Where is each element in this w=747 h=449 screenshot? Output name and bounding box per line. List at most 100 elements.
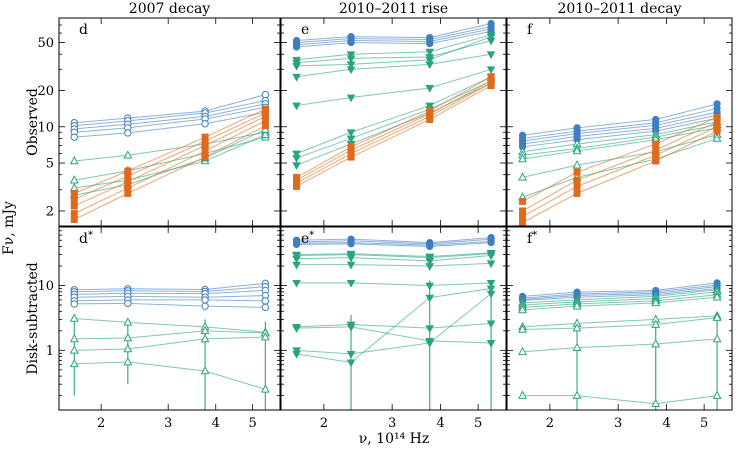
series-line-green xyxy=(296,53,492,78)
series-line-green xyxy=(296,76,492,154)
data-point-marker xyxy=(201,153,209,161)
series-line-blue xyxy=(296,30,492,48)
data-point-marker xyxy=(519,219,527,226)
data-point-marker xyxy=(425,85,435,93)
data-point-marker xyxy=(346,129,356,138)
data-point-marker xyxy=(425,263,435,271)
series-line-blue xyxy=(296,26,492,44)
data-point-marker xyxy=(70,189,78,197)
data-point-marker xyxy=(69,313,79,322)
series-line-orange xyxy=(296,80,492,181)
series-line-blue xyxy=(74,103,266,130)
data-point-marker xyxy=(261,90,270,99)
data-point-marker xyxy=(572,323,582,332)
series-line-blue xyxy=(74,302,266,308)
data-point-marker xyxy=(426,242,434,251)
data-point-marker xyxy=(652,157,660,165)
series-line-orange xyxy=(522,116,718,202)
panel-title: 2010–2011 decay xyxy=(557,1,681,17)
series-line-green xyxy=(522,296,718,311)
series-line-green xyxy=(522,289,718,304)
series-line-orange xyxy=(522,126,718,217)
series-line-orange xyxy=(74,112,266,200)
data-point-marker xyxy=(713,127,721,135)
data-point-marker xyxy=(572,342,582,351)
data-point-marker xyxy=(425,257,435,266)
panel-label: e xyxy=(301,22,309,38)
panel-f: 2010–2011 decay f xyxy=(506,1,733,227)
data-point-marker xyxy=(346,359,356,368)
data-point-marker xyxy=(260,384,270,393)
data-point-marker xyxy=(69,358,79,368)
series-line-blue xyxy=(522,287,718,301)
data-point-marker xyxy=(426,40,434,48)
series-line-orange xyxy=(522,121,718,212)
y-tick-label: 20 xyxy=(37,84,54,99)
series-line-blue xyxy=(74,111,266,138)
data-point-marker xyxy=(518,390,527,399)
data-point-marker xyxy=(70,195,78,203)
data-point-marker xyxy=(292,43,301,51)
series-line-blue xyxy=(74,289,266,295)
series-line-green xyxy=(296,68,492,107)
data-point-marker xyxy=(346,55,356,64)
x-axis-label: ν, 10¹⁴ Hz xyxy=(359,431,430,447)
panel-label: f xyxy=(527,22,534,38)
series-line-blue xyxy=(74,295,266,298)
data-point-marker xyxy=(712,133,722,142)
panel-label: d xyxy=(79,22,88,38)
data-point-marker xyxy=(201,302,209,310)
data-point-marker xyxy=(346,261,356,270)
series-line-green xyxy=(296,287,492,363)
x-tick-label: 3 xyxy=(614,416,622,431)
x-tick-label: 4 xyxy=(662,416,670,431)
data-point-marker xyxy=(346,61,356,70)
series-line-blue xyxy=(522,114,718,145)
data-point-marker xyxy=(486,66,496,75)
series-line-green xyxy=(74,361,266,390)
series-line-blue xyxy=(296,23,492,42)
x-tick-label: 5 xyxy=(700,416,708,431)
data-point-marker xyxy=(712,390,722,399)
series-line-green xyxy=(296,326,492,344)
data-point-marker xyxy=(70,133,78,141)
data-point-marker xyxy=(123,343,133,353)
series-line-green xyxy=(74,136,266,181)
x-tick-label: 3 xyxy=(388,416,396,431)
series-line-orange xyxy=(74,120,266,215)
y-tick-label: 10 xyxy=(37,120,54,135)
data-point-marker xyxy=(124,189,132,197)
series-line-green xyxy=(522,395,718,405)
data-point-marker xyxy=(425,56,435,65)
data-point-marker xyxy=(573,189,581,197)
series-line-green xyxy=(296,82,492,166)
data-point-marker xyxy=(486,260,496,269)
data-point-marker xyxy=(426,115,434,123)
series-line-green xyxy=(74,134,266,189)
data-point-marker xyxy=(572,390,582,399)
series-line-blue xyxy=(522,111,718,142)
y-axis-label: Fν, mJy xyxy=(1,201,17,255)
data-point-marker xyxy=(486,320,496,329)
data-point-marker xyxy=(347,38,355,47)
x-tick-label: 2 xyxy=(97,416,105,431)
panel-data xyxy=(518,100,722,226)
data-point-marker xyxy=(346,351,356,359)
data-point-marker xyxy=(346,51,356,60)
panel-data xyxy=(69,279,270,410)
data-point-marker xyxy=(123,356,133,366)
data-point-marker xyxy=(201,147,209,155)
x-tick-label: 3 xyxy=(164,416,172,431)
series-line-green xyxy=(522,127,718,160)
data-point-marker xyxy=(573,182,581,190)
series-line-blue xyxy=(522,117,718,148)
data-point-marker xyxy=(651,297,661,307)
series-line-green xyxy=(296,253,492,259)
x-tick-label: 5 xyxy=(248,416,256,431)
y-tick-label: 2 xyxy=(46,204,54,219)
panel-label: d* xyxy=(79,230,93,247)
data-point-marker xyxy=(292,102,301,111)
data-point-marker xyxy=(486,51,496,60)
data-point-marker xyxy=(652,140,660,148)
panel-e-star: 2 3 4 5e* xyxy=(280,226,507,431)
